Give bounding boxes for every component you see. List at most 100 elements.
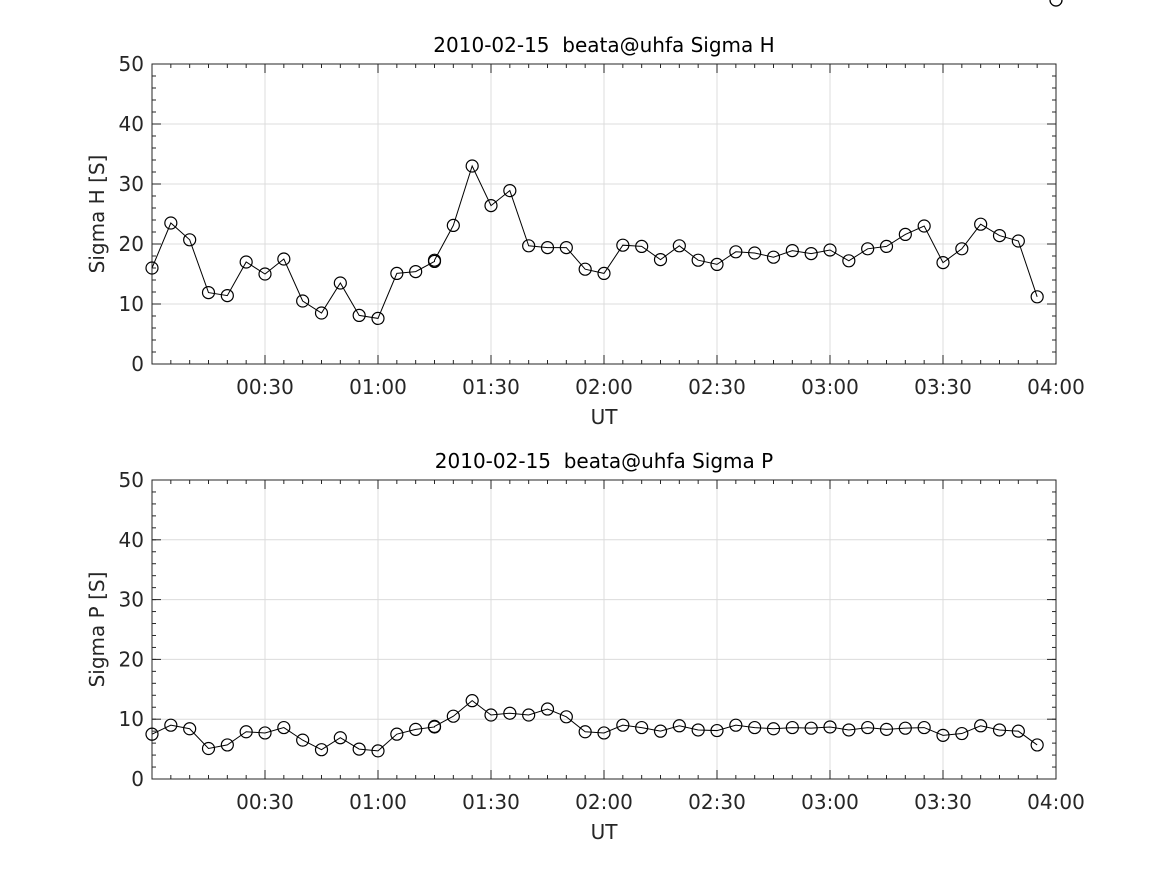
data-point bbox=[992, 723, 1007, 737]
y-tick-label: 50 bbox=[119, 468, 144, 492]
x-tick-label: 03:30 bbox=[914, 790, 972, 814]
data-point bbox=[427, 253, 442, 267]
data-point bbox=[145, 261, 159, 275]
data-point bbox=[258, 267, 272, 281]
data-point bbox=[352, 308, 366, 322]
x-tick-label: 01:30 bbox=[462, 790, 520, 814]
data-point bbox=[352, 742, 366, 756]
y-axis-label: Sigma P [S] bbox=[85, 572, 109, 688]
data-point bbox=[879, 239, 894, 253]
x-tick-label: 03:00 bbox=[801, 375, 859, 399]
x-tick-label: 00:30 bbox=[236, 375, 294, 399]
y-tick-label: 40 bbox=[119, 112, 144, 136]
data-point bbox=[691, 723, 705, 737]
data-point bbox=[201, 286, 216, 300]
data-point bbox=[390, 727, 404, 741]
data-point bbox=[296, 733, 310, 747]
data-point bbox=[842, 723, 856, 737]
data-point bbox=[691, 253, 705, 267]
data-point bbox=[559, 241, 573, 255]
data-point bbox=[314, 306, 329, 320]
data-point bbox=[635, 239, 649, 253]
data-point bbox=[1011, 724, 1025, 738]
data-point bbox=[446, 218, 460, 232]
y-tick-label: 40 bbox=[119, 528, 144, 552]
data-point bbox=[333, 731, 347, 745]
x-tick-label: 02:00 bbox=[575, 375, 633, 399]
data-point bbox=[1030, 738, 1044, 752]
data-point bbox=[597, 726, 611, 740]
y-tick-label: 20 bbox=[119, 232, 144, 256]
x-axis-label: UT bbox=[591, 405, 619, 429]
x-tick-label: 04:00 bbox=[1027, 790, 1085, 814]
data-point bbox=[729, 245, 743, 259]
data-point bbox=[183, 722, 197, 736]
data-point bbox=[804, 721, 818, 735]
data-point bbox=[785, 244, 799, 258]
data-point bbox=[465, 159, 479, 173]
data-point bbox=[672, 239, 686, 253]
y-tick-label: 20 bbox=[119, 647, 144, 671]
y-tick-label: 30 bbox=[119, 588, 144, 612]
data-point bbox=[748, 246, 762, 260]
data-point bbox=[917, 720, 931, 735]
data-point bbox=[390, 266, 404, 280]
data-point bbox=[164, 216, 178, 230]
data-point bbox=[710, 723, 724, 738]
data-point bbox=[861, 720, 875, 735]
data-point bbox=[936, 728, 950, 742]
x-tick-label: 02:00 bbox=[575, 790, 633, 814]
data-point bbox=[635, 720, 649, 735]
data-point bbox=[578, 725, 592, 739]
data-point bbox=[503, 184, 517, 198]
data-point bbox=[842, 254, 856, 268]
data-point bbox=[785, 720, 799, 735]
x-tick-label: 01:00 bbox=[349, 375, 407, 399]
data-point bbox=[823, 720, 837, 734]
data-point bbox=[974, 719, 988, 733]
x-tick-label: 04:00 bbox=[1027, 375, 1085, 399]
x-tick-label: 01:30 bbox=[462, 375, 520, 399]
data-point bbox=[164, 718, 178, 732]
data-point bbox=[277, 252, 291, 266]
data-point bbox=[729, 718, 743, 732]
chart-panel-1: 00:30 01:00 01:30 02:00 02:30 03:00 03:30 04:00… bbox=[85, 0, 1085, 429]
data-point bbox=[559, 710, 573, 724]
data-point bbox=[296, 294, 310, 308]
data-point bbox=[653, 724, 668, 738]
data-point bbox=[258, 726, 272, 740]
data-point bbox=[522, 239, 536, 253]
data-point bbox=[465, 694, 479, 708]
data-point bbox=[145, 727, 159, 741]
data-point bbox=[616, 718, 630, 732]
data-point bbox=[333, 276, 347, 290]
data-point bbox=[710, 257, 724, 271]
data-point bbox=[578, 262, 592, 276]
data-point bbox=[522, 708, 536, 722]
y-tick-label: 0 bbox=[131, 767, 144, 791]
data-point bbox=[917, 219, 931, 233]
x-tick-label: 03:00 bbox=[801, 790, 859, 814]
data-point bbox=[277, 720, 291, 735]
data-point bbox=[804, 247, 818, 261]
y-tick-label: 10 bbox=[119, 292, 144, 316]
data-point bbox=[1049, 0, 1063, 7]
data-point bbox=[239, 255, 253, 269]
data-point bbox=[992, 229, 1007, 243]
data-point bbox=[201, 741, 216, 756]
data-point bbox=[371, 311, 385, 325]
data-point bbox=[879, 722, 894, 736]
data-point bbox=[861, 242, 875, 256]
data-point bbox=[955, 242, 969, 256]
data-point bbox=[823, 243, 837, 257]
data-point bbox=[1049, 0, 1063, 7]
y-tick-label: 0 bbox=[131, 352, 144, 376]
chart-title: 2010-02-15 beata@uhfa Sigma P bbox=[435, 449, 773, 473]
data-point bbox=[409, 265, 423, 279]
data-point bbox=[220, 289, 234, 303]
x-tick-label: 02:30 bbox=[688, 790, 746, 814]
axes-box bbox=[151, 63, 1057, 365]
data-point bbox=[616, 238, 630, 252]
data-point bbox=[446, 709, 460, 723]
